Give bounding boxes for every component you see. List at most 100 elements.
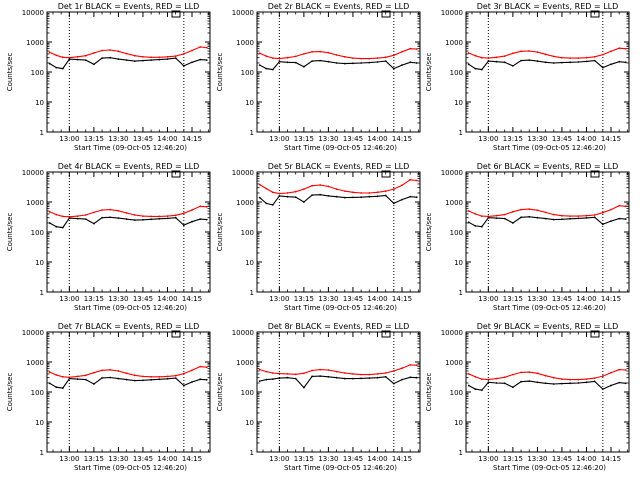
- data-point-lld: [569, 378, 571, 381]
- data-point-lld: [343, 190, 346, 193]
- data-point-lld: [536, 51, 539, 53]
- data-point-lld: [158, 375, 161, 378]
- x-tick-label: 13:30: [108, 295, 128, 303]
- data-point-lld: [552, 55, 555, 58]
- data-point-events: [368, 61, 371, 64]
- data-point-events: [150, 218, 153, 221]
- data-point-lld: [368, 192, 371, 194]
- data-point-events: [205, 218, 208, 221]
- data-point-events: [191, 220, 193, 223]
- x-tick-label: 13:30: [318, 455, 338, 463]
- data-point-events: [384, 194, 387, 197]
- data-point-lld: [610, 50, 612, 53]
- x-tick-label: 13:15: [294, 135, 314, 143]
- data-point-lld: [487, 215, 490, 218]
- data-point-lld: [319, 50, 322, 53]
- x-axis-label: Start Time (09-Oct-05 12:46:20): [493, 144, 606, 152]
- data-point-lld: [585, 56, 588, 59]
- data-point-events: [528, 59, 531, 61]
- data-point-events: [199, 378, 202, 381]
- data-point-lld: [503, 55, 506, 57]
- data-point-lld: [109, 368, 112, 371]
- x-tick-label: 13:15: [84, 455, 104, 463]
- x-tick-label: 14:00: [157, 135, 177, 143]
- data-point-events: [125, 218, 128, 221]
- data-point-lld: [294, 373, 297, 376]
- series-line-events: [49, 376, 207, 389]
- data-point-lld: [133, 374, 136, 377]
- chart-title: Det 6r BLACK = Events, RED = LLD: [477, 162, 619, 171]
- data-point-events: [536, 60, 539, 62]
- data-point-lld: [150, 215, 153, 218]
- x-tick-label: 14:00: [157, 295, 177, 303]
- data-point-events: [392, 67, 395, 70]
- y-tick-label: 1: [459, 289, 463, 297]
- y-axis-label: Counts/sec: [216, 213, 224, 252]
- data-point-events: [311, 60, 313, 62]
- data-point-lld: [55, 374, 58, 376]
- data-point-lld: [352, 57, 354, 59]
- data-point-events: [303, 386, 305, 389]
- data-point-events: [258, 380, 261, 382]
- data-point-events: [610, 63, 612, 66]
- data-point-lld: [294, 55, 297, 58]
- data-point-lld: [495, 214, 498, 217]
- data-point-lld: [84, 374, 87, 377]
- data-point-events: [467, 63, 470, 66]
- x-tick-label: 13:30: [108, 455, 128, 463]
- x-tick-label: 13:15: [294, 455, 314, 463]
- data-point-lld: [360, 192, 362, 194]
- plot-frame: [465, 171, 630, 293]
- y-tick-label: 10000: [22, 169, 44, 177]
- data-point-lld: [109, 208, 112, 211]
- chart-title: Det 4r BLACK = Events, RED = LLD: [58, 162, 200, 171]
- data-point-lld: [503, 376, 506, 379]
- y-tick-label: 1: [250, 289, 254, 297]
- data-point-events: [133, 379, 136, 382]
- data-point-lld: [610, 208, 612, 211]
- data-point-lld: [265, 370, 268, 373]
- data-point-events: [55, 386, 58, 389]
- data-point-lld: [360, 57, 362, 60]
- data-point-events: [343, 377, 346, 380]
- data-point-events: [61, 67, 64, 70]
- data-point-lld: [68, 376, 71, 379]
- y-tick-label: 100: [31, 229, 44, 237]
- legend-box: [590, 330, 600, 338]
- data-point-events: [117, 217, 120, 220]
- data-point-events: [474, 225, 477, 227]
- data-point-lld: [182, 372, 185, 375]
- data-point-events: [577, 217, 580, 220]
- data-point-lld: [618, 204, 621, 207]
- data-point-lld: [93, 211, 95, 214]
- data-point-events: [624, 218, 627, 221]
- y-tick-label: 10000: [441, 169, 463, 177]
- data-point-lld: [48, 51, 51, 54]
- chart-panel-9: Det 9r BLACK = Events, RED = LLD 1 10 100 10…: [425, 322, 630, 472]
- data-point-lld: [191, 209, 193, 211]
- data-point-lld: [199, 365, 202, 368]
- data-point-events: [401, 198, 403, 201]
- data-point-events: [392, 202, 395, 205]
- data-point-lld: [76, 215, 79, 218]
- data-point-events: [480, 389, 483, 392]
- data-point-events: [376, 376, 379, 379]
- data-point-events: [415, 62, 418, 64]
- data-point-events: [593, 59, 596, 62]
- y-axis-label: Counts/sec: [425, 53, 433, 92]
- data-point-lld: [467, 52, 470, 54]
- y-tick-label: 100: [241, 229, 254, 237]
- y-tick-label: 10: [35, 99, 44, 107]
- data-point-events: [512, 386, 514, 389]
- y-tick-label: 10: [35, 419, 44, 427]
- data-point-lld: [585, 378, 588, 380]
- data-point-lld: [415, 179, 418, 182]
- data-point-lld: [467, 210, 470, 212]
- data-point-lld: [343, 372, 346, 374]
- data-point-events: [109, 56, 112, 59]
- x-tick-label: 13:15: [503, 135, 523, 143]
- data-point-lld: [415, 48, 418, 50]
- data-point-lld: [327, 185, 330, 188]
- data-point-events: [335, 62, 338, 64]
- x-axis-label: Start Time (09-Oct-05 12:46:20): [284, 144, 397, 152]
